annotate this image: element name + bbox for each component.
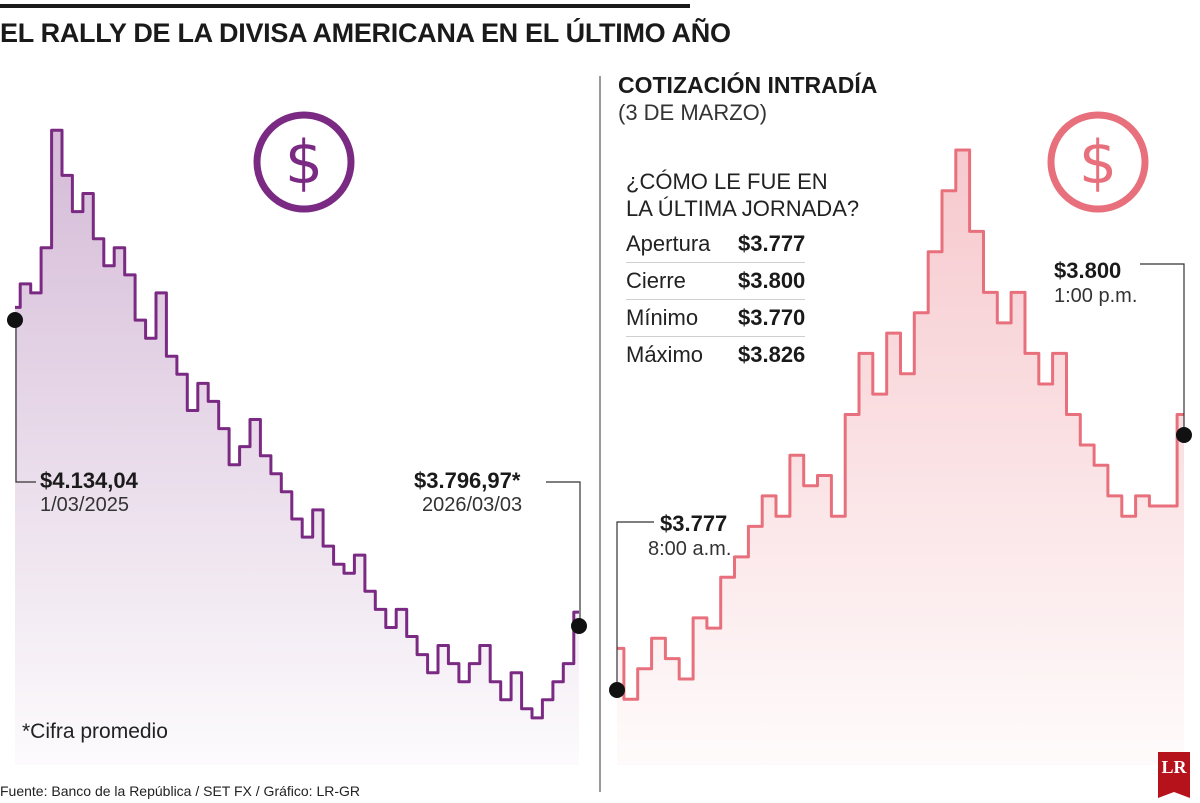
left-chart	[15, 128, 579, 765]
end-leader-line	[546, 481, 581, 626]
series-line	[617, 148, 1184, 701]
stat-label: Cierre	[626, 262, 738, 300]
stat-label: Máximo	[626, 342, 704, 367]
dollar-circle-icon: $	[1047, 111, 1149, 213]
question-text: ¿CÓMO LE FUE EN LA ÚLTIMA JORNADA?	[626, 168, 859, 222]
start-leader-line	[15, 320, 36, 483]
lr-logo: LR	[1158, 752, 1190, 798]
open-point-marker	[609, 682, 625, 698]
close-value-label: $3.800	[1054, 258, 1122, 283]
question-line-1: ¿CÓMO LE FUE EN	[626, 169, 828, 194]
stat-value: $3.826	[738, 342, 806, 367]
close-leader-line	[1140, 263, 1185, 435]
open-time-label: 8:00 a.m.	[648, 538, 732, 560]
top-rule	[0, 4, 690, 8]
stat-value: $3.800	[738, 262, 806, 300]
close-time-label: 1:00 p.m.	[1054, 285, 1138, 307]
question-line-2: LA ÚLTIMA JORNADA?	[626, 196, 860, 221]
dollar-circle-icon: $	[253, 111, 355, 213]
start-value-label: $4.134,04	[40, 468, 138, 493]
start-date-label: 1/03/2025	[40, 494, 129, 516]
end-point-marker	[571, 618, 587, 634]
stat-label: Mínimo	[626, 299, 738, 337]
stats-row: Mínimo $3.770	[626, 299, 806, 337]
end-value-label: $3.796,97*	[414, 468, 521, 493]
stat-value: $3.777	[738, 226, 806, 263]
stat-value: $3.770	[738, 299, 806, 337]
series-line	[15, 128, 579, 720]
right-chart	[617, 148, 1184, 765]
page-title: EL RALLY DE LA DIVISA AMERICANA EN EL ÚL…	[0, 18, 731, 48]
panel-divider	[599, 76, 601, 792]
source-line: Fuente: Banco de la República / SET FX /…	[0, 783, 361, 799]
stats-row: Máximo $3.826	[626, 337, 805, 374]
open-value-label: $3.777	[660, 511, 728, 536]
intraday-title: COTIZACIÓN INTRADÍA	[618, 72, 878, 98]
svg-text:$: $	[1079, 128, 1117, 198]
area-fill	[617, 150, 1184, 765]
stats-table: Apertura $3.777 Cierre $3.800 Mínimo $3.…	[626, 226, 806, 374]
open-leader-line	[616, 521, 654, 690]
svg-text:$: $	[285, 128, 323, 198]
stats-row: Apertura $3.777	[626, 226, 806, 263]
intraday-date: (3 DE MARZO)	[618, 100, 768, 125]
end-date-label: 2026/03/03	[422, 494, 523, 516]
stats-row: Cierre $3.800	[626, 262, 806, 300]
start-point-marker	[7, 312, 23, 328]
area-fill	[15, 130, 579, 765]
stat-label: Apertura	[626, 226, 738, 263]
footnote: *Cifra promedio	[22, 720, 168, 743]
close-point-marker	[1176, 427, 1192, 443]
